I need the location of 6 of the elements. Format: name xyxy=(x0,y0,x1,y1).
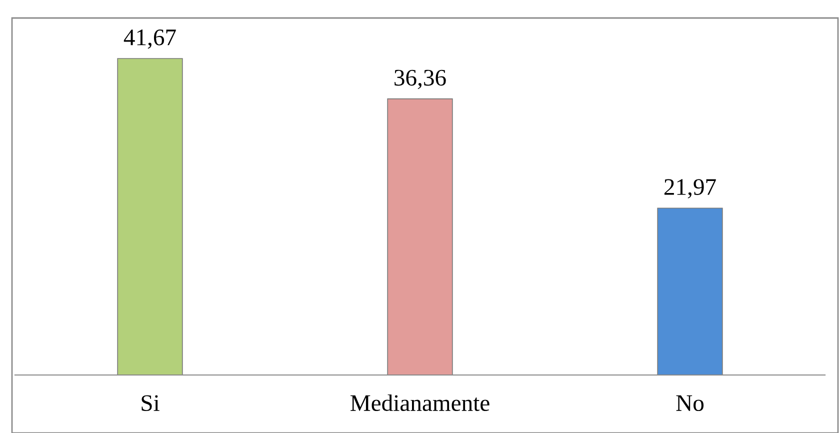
x-tick-label: No xyxy=(676,395,704,412)
x-tick-label: Medianamente xyxy=(350,394,490,412)
data-label: 21,97 xyxy=(664,179,716,198)
data-label: 36,36 xyxy=(394,70,446,90)
x-tick-label: Si xyxy=(142,395,160,412)
data-label: 41,67 xyxy=(124,29,176,49)
